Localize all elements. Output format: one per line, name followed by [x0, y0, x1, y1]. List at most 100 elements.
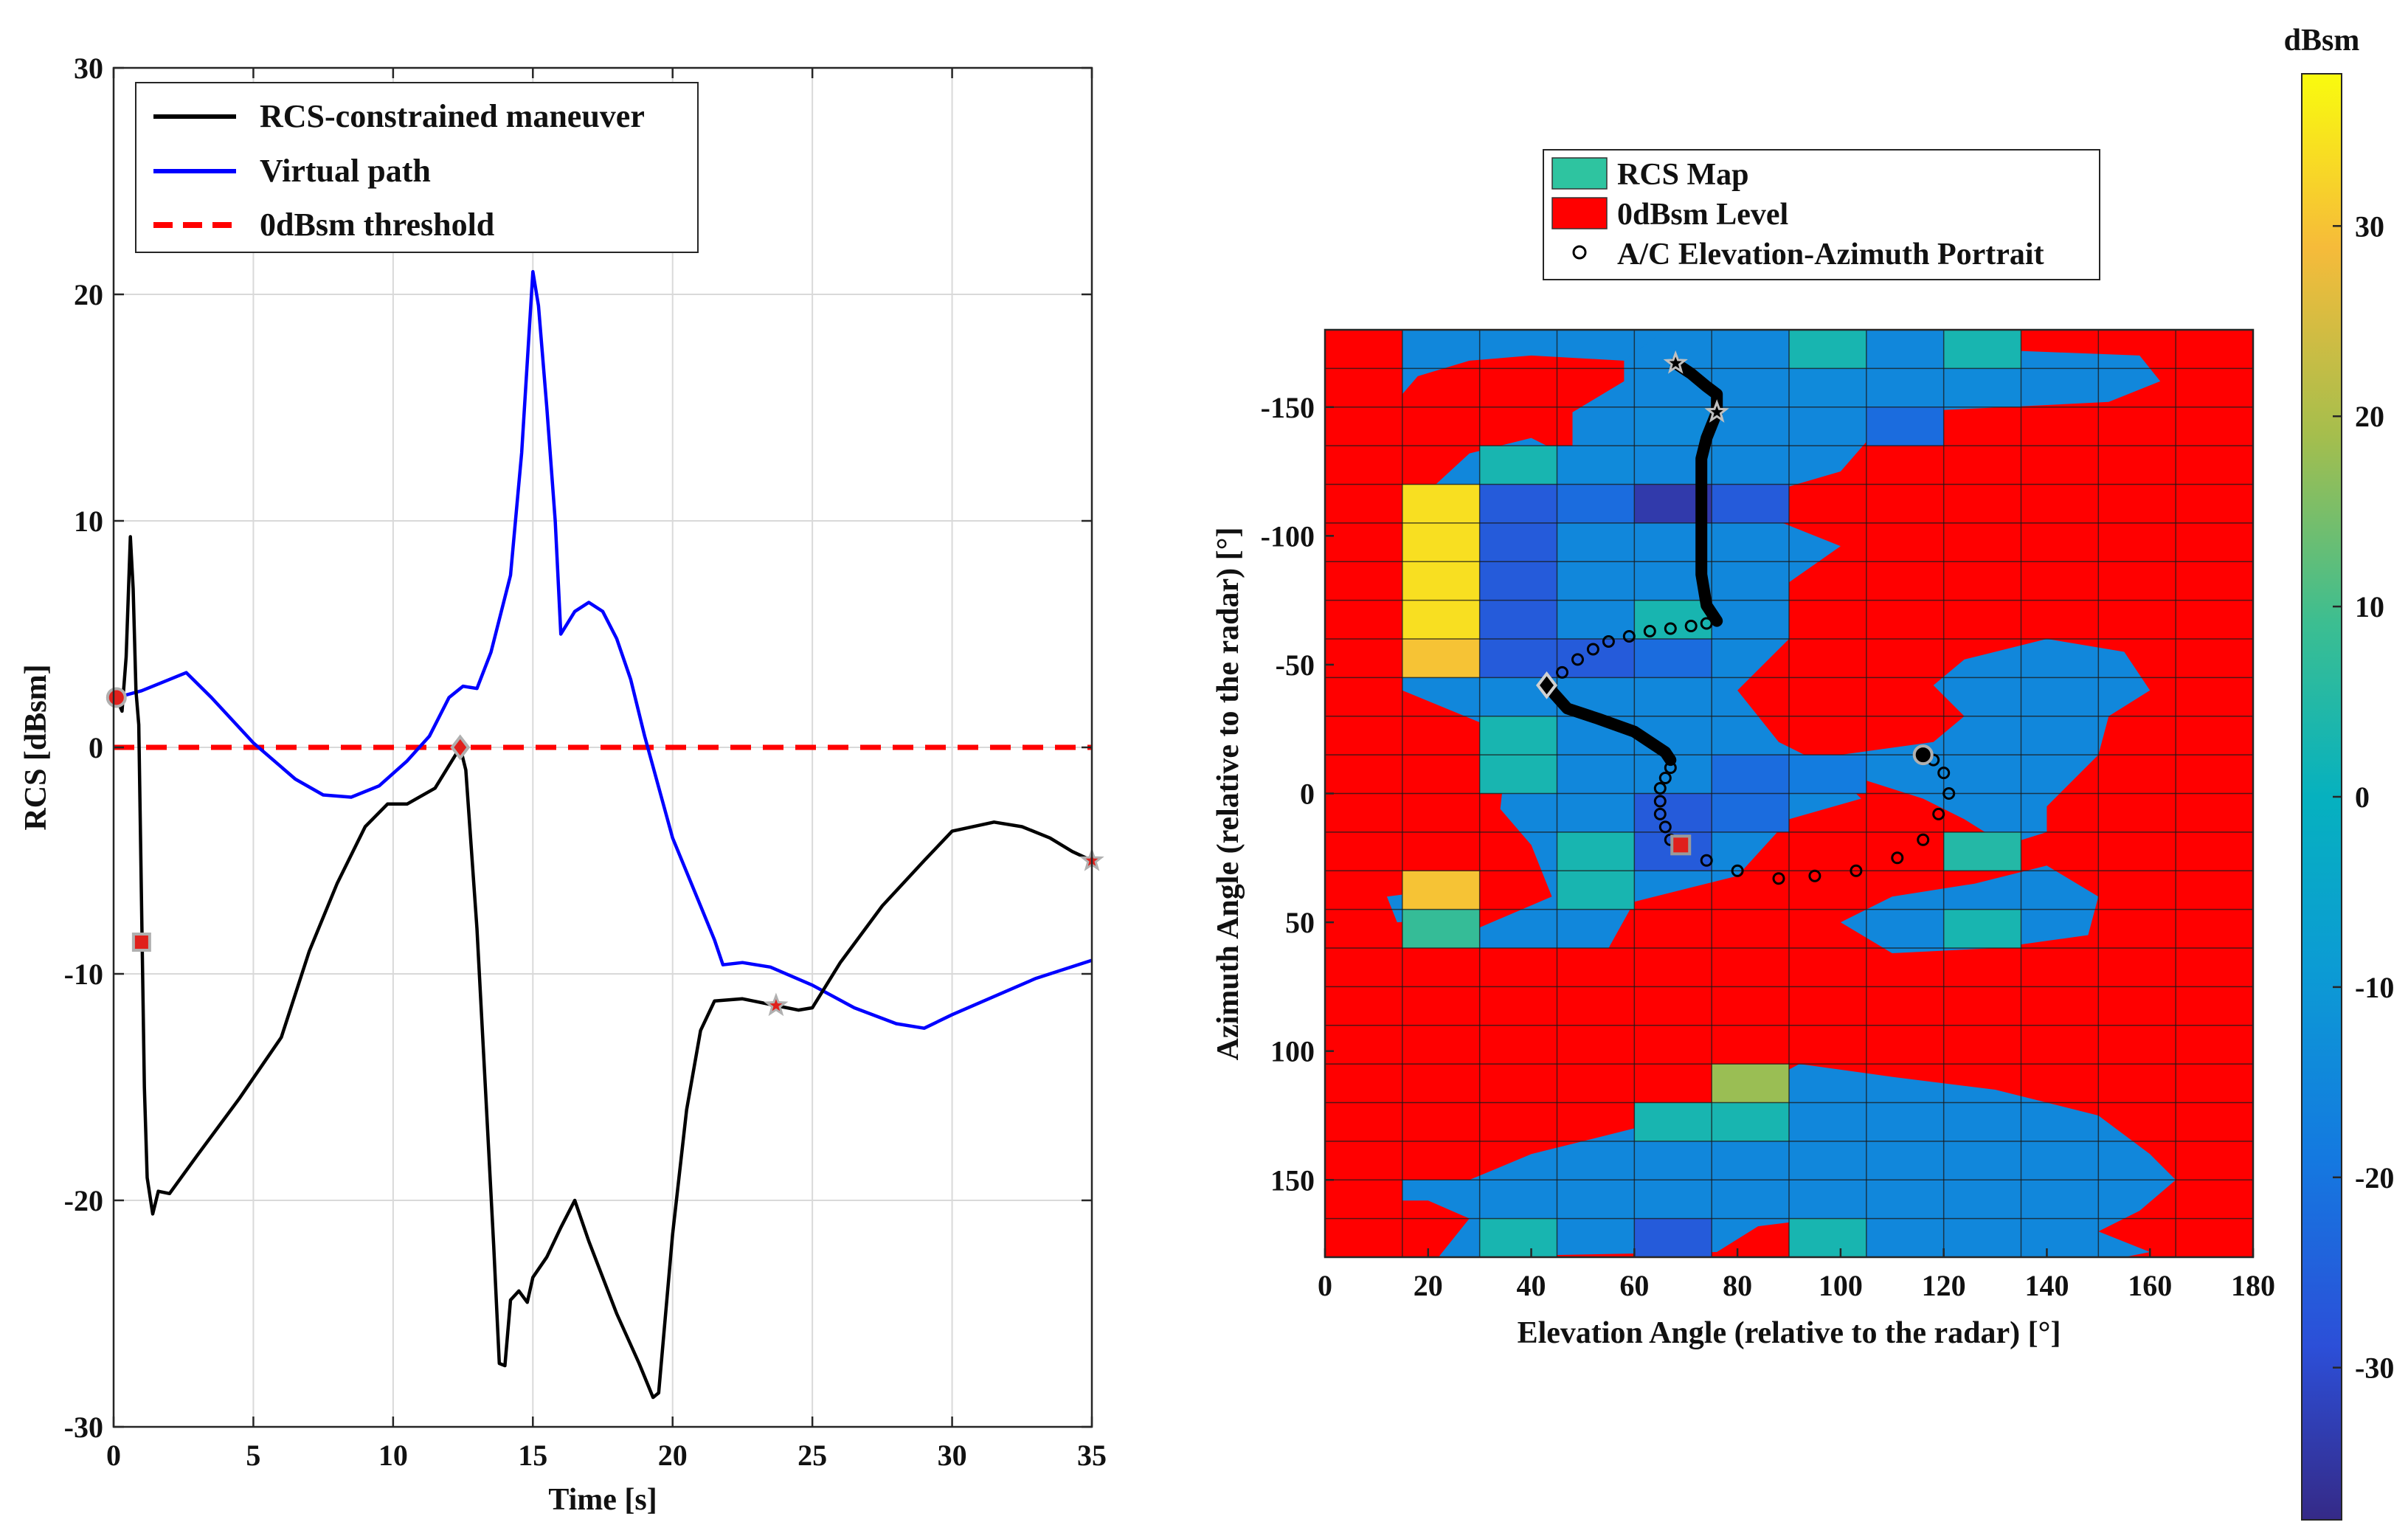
legend-label-rcs-map: RCS Map: [1617, 158, 1749, 192]
colorbar-tick-label: 20: [2355, 400, 2384, 433]
rcs-cell: [1557, 446, 1635, 485]
trajectory-point: [1571, 653, 1584, 666]
map-x-tick-label: 0: [1318, 1269, 1332, 1302]
left-x-tick-label: 10: [378, 1439, 408, 1472]
left-x-tick-label: 5: [246, 1439, 260, 1472]
rcs-cell: [1479, 446, 1557, 485]
rcs-cell: [1943, 831, 2021, 871]
trajectory-point: [1808, 869, 1821, 882]
map-ticks: 0 20 40 60 80 100 120 140 160 180 -150 -100 -50 0 50 10…: [1261, 391, 2275, 1302]
trajectory-point: [1700, 854, 1713, 867]
rcs-cell: [1479, 1218, 1557, 1257]
left-x-tick-label: 30: [938, 1439, 967, 1472]
map-y-tick-label: 0: [1300, 778, 1315, 811]
colorbar-tick-label: 10: [2355, 590, 2384, 623]
left-y-tick-label: -20: [64, 1184, 103, 1217]
right-xlabel: Elevation Angle (relative to the radar) …: [1518, 1316, 2061, 1350]
trajectory-marker-star: [1663, 350, 1688, 374]
left-xlabel: Time [s]: [548, 1483, 657, 1517]
map-y-tick-label: -100: [1261, 519, 1315, 553]
rcs-cell: [1402, 639, 1480, 678]
rcs-cell: [1557, 484, 1635, 523]
series-line-virtual-path: [116, 270, 1092, 1030]
right-legend: RCS Map 0dBsm Level A/C Elevation-Azimut…: [1543, 149, 2100, 280]
map-x-tick-label: 140: [2024, 1269, 2069, 1302]
trajectory-point: [1684, 620, 1698, 632]
legend-label-portrait: A/C Elevation-Azimuth Portrait: [1617, 238, 2044, 272]
trajectory-point: [1602, 635, 1615, 648]
map-x-tick-label: 160: [2128, 1269, 2172, 1302]
left-x-tick-label: 25: [798, 1439, 827, 1472]
rcs-cell: [1943, 330, 2021, 369]
map-x-tick-label: 60: [1619, 1269, 1649, 1302]
trajectory-point: [1586, 643, 1599, 656]
rcs-cell: [1634, 1218, 1712, 1257]
trajectory-point: [1937, 767, 1951, 780]
trajectory-point: [1653, 782, 1667, 795]
colorbar: dBsm -30 -20 -10 0 10 20 30: [2284, 24, 2394, 1521]
colorbar-label: dBsm: [2284, 24, 2360, 58]
colorbar-tick-label: -30: [2355, 1352, 2394, 1385]
left-y-tick-label: 10: [74, 505, 103, 538]
left-series-group: [114, 270, 1092, 1400]
rcs-region: [1402, 330, 1666, 395]
colorbar-tick-label: -10: [2355, 971, 2394, 1004]
rcs-cell: [1789, 755, 1866, 794]
rcs-cell: [1943, 909, 2021, 948]
trajectory-group: [1535, 350, 1956, 885]
rcs-cell: [1866, 407, 1944, 446]
trajectory-point: [1556, 665, 1568, 679]
left-x-tick-label: 35: [1077, 1439, 1107, 1472]
trajectory-point: [1653, 795, 1667, 808]
trajectory-dense-segment: [1670, 357, 1723, 627]
left-ylabel: RCS [dBsm]: [19, 664, 53, 830]
map-x-tick-label: 80: [1723, 1269, 1752, 1302]
left-marker-diamond: [450, 734, 471, 761]
map-x-tick-label: 40: [1517, 1269, 1546, 1302]
rcs-map-chart: 0 20 40 60 80 100 120 140 160 180-150-100-5005010…: [1211, 24, 2394, 1521]
rcs-cell: [1789, 330, 1866, 369]
right-legend-box: [1543, 149, 2100, 280]
rcs-cell: [1712, 1064, 1789, 1103]
rcs-cell: [1789, 368, 1866, 407]
map-x-tick-label: 180: [2231, 1269, 2275, 1302]
left-x-tick-label: 15: [518, 1439, 547, 1472]
rcs-cell: [1402, 871, 1480, 910]
trajectory-point: [1658, 772, 1672, 784]
trajectory-marker-star: [1704, 399, 1729, 423]
map-grid: [1325, 330, 2253, 1257]
legend-swatch-0dbsm-level: [1551, 197, 1608, 229]
map-y-tick-label: -150: [1261, 391, 1315, 424]
rcs-cell: [1712, 484, 1789, 523]
trajectory-point: [1942, 787, 1956, 800]
rcs-cell: [1943, 368, 2021, 407]
trajectory-point: [1850, 864, 1863, 877]
trajectory-point: [1917, 833, 1930, 846]
left-y-tick-label: 30: [74, 52, 103, 85]
left-marker-circle: [105, 687, 127, 708]
trajectory-point: [1643, 625, 1656, 637]
rcs-cell: [1634, 407, 1712, 446]
legend-label-virtual-path: Virtual path: [260, 153, 431, 189]
rcs-cell: [1402, 909, 1480, 948]
left-y-tick-label: -30: [64, 1411, 103, 1444]
trajectory-point: [1622, 630, 1636, 643]
legend-label-0dbsm-level: 0dBsm Level: [1617, 198, 1788, 232]
legend-label-threshold: 0dBsm threshold: [260, 207, 494, 243]
colorbar-tick-label: 0: [2355, 781, 2370, 814]
trajectory-point: [1891, 851, 1904, 865]
map-y-tick-label: 150: [1270, 1163, 1315, 1197]
map-y-tick-label: -50: [1276, 649, 1315, 682]
left-ticks: 0 5 10 15 20 25 30 35 -30 -20 -10 0 10 20 30: [64, 52, 1107, 1472]
map-x-tick-label: 120: [1922, 1269, 1966, 1302]
left-x-tick-label: 0: [106, 1439, 121, 1472]
left-marker-square: [131, 933, 151, 952]
right-ylabel: Azimuth Angle (relative to the radar) [°…: [1211, 528, 1245, 1061]
map-y-tick-label: 100: [1270, 1035, 1315, 1068]
left-legend: RCS-constrained maneuver Virtual path 0d…: [135, 82, 699, 253]
trajectory-marker-diamond: [1535, 671, 1558, 699]
trajectory-point: [1932, 807, 1945, 820]
left-x-tick-label: 20: [658, 1439, 688, 1472]
